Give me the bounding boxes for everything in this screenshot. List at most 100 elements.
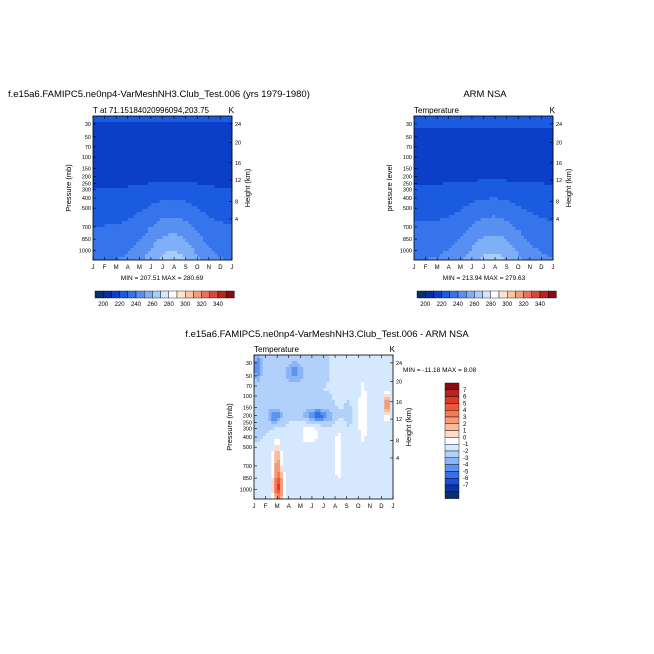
obs-contour-cell	[524, 152, 528, 156]
model-contour-cell	[130, 137, 134, 141]
model-contour-cell	[148, 179, 152, 183]
obs-contour-cell	[483, 230, 487, 234]
obs-contour-cell	[550, 227, 554, 231]
obs-contour-cell	[532, 188, 537, 192]
model-contour-cell	[148, 242, 152, 246]
model-contour-cell	[182, 122, 187, 126]
model-contour-cell	[98, 137, 103, 141]
obs-contour-cell	[483, 128, 487, 132]
obs-contour-cell	[506, 122, 510, 126]
model-contour-cell	[179, 194, 184, 198]
obs-contour-cell	[460, 218, 464, 222]
obs-contour-cell	[541, 134, 545, 138]
obs-contour-cell	[550, 185, 554, 189]
model-contour-cell	[116, 209, 120, 213]
model-contour-cell	[119, 212, 123, 216]
model-contour-cell	[211, 161, 216, 165]
obs-contour-cell	[437, 146, 441, 150]
obs-contour-cell	[483, 185, 487, 189]
model-contour-cell	[176, 254, 181, 258]
obs-contour-cell	[477, 164, 482, 168]
model-contour-cell	[176, 134, 181, 138]
model-contour-cell	[93, 131, 97, 135]
model-contour-cell	[182, 194, 187, 198]
model-contour-cell	[98, 170, 103, 174]
obs-contour-cell	[515, 176, 519, 180]
model-contour-cell	[159, 248, 163, 252]
obs-contour-cell	[469, 164, 473, 168]
obs-contour-cell	[521, 119, 525, 123]
obs-contour-cell	[515, 167, 519, 171]
model-contour-cell	[107, 155, 111, 159]
diff-contour-cell	[259, 391, 264, 395]
model-contour-cell	[95, 236, 100, 240]
obs-contour-cell	[486, 152, 490, 156]
model-contour-cell	[153, 143, 158, 147]
model-contour-cell	[156, 188, 161, 192]
obs-contour-cell	[434, 242, 438, 246]
obs-contour-cell	[526, 188, 531, 192]
model-contour-cell	[153, 254, 158, 258]
model-contour-cell	[162, 233, 166, 237]
model-contour-cell	[145, 125, 149, 129]
obs-contour-cell	[440, 188, 444, 192]
model-contour-cell	[150, 197, 155, 201]
obs-contour-cell	[422, 188, 426, 192]
obs-contour-cell	[515, 227, 519, 231]
obs-contour-cell	[544, 191, 548, 195]
obs-contour-cell	[515, 161, 519, 165]
obs-contour-cell	[448, 206, 453, 210]
model-contour-cell	[205, 116, 210, 120]
obs-contour-cell	[460, 137, 464, 141]
obs-contour-cell	[544, 254, 548, 258]
obs-contour-cell	[486, 131, 490, 135]
model-contour-cell	[211, 209, 216, 213]
model-contour-cell	[119, 149, 123, 153]
obs-contour-cell	[437, 161, 441, 165]
obs-pressure-label: 70	[406, 145, 412, 151]
obs-contour-cell	[419, 149, 424, 153]
obs-contour-cell	[416, 173, 421, 177]
obs-contour-cell	[524, 251, 528, 255]
diff-contour-cell	[254, 475, 258, 479]
obs-contour-cell	[434, 248, 438, 252]
obs-contour-cell	[434, 149, 438, 153]
obs-contour-cell	[515, 128, 519, 132]
obs-contour-cell	[500, 161, 505, 165]
model-contour-cell	[98, 116, 103, 120]
obs-contour-cell	[497, 149, 502, 153]
obs-contour-cell	[500, 227, 505, 231]
obs-contour-cell	[509, 170, 513, 174]
model-contour-cell	[162, 227, 166, 231]
obs-contour-cell	[541, 200, 545, 204]
model-contour-cell	[136, 242, 140, 246]
model-contour-cell	[214, 182, 218, 186]
model-contour-cell	[150, 236, 155, 240]
obs-contour-cell	[425, 233, 429, 237]
obs-contour-cell	[500, 134, 505, 138]
model-contour-cell	[95, 254, 100, 258]
obs-contour-cell	[454, 242, 458, 246]
model-contour-cell	[150, 119, 155, 123]
model-contour-cell	[110, 254, 114, 258]
model-contour-cell	[185, 212, 189, 216]
diff-contour-cell	[262, 439, 266, 443]
obs-contour-cell	[512, 197, 516, 201]
model-contour-cell	[214, 203, 218, 207]
model-contour-cell	[145, 236, 149, 240]
model-contour-cell	[145, 140, 149, 144]
model-contour-cell	[113, 203, 117, 207]
model-contour-cell	[191, 209, 195, 213]
obs-contour-cell	[541, 143, 545, 147]
obs-contour-cell	[448, 131, 453, 135]
obs-contour-cell	[512, 131, 516, 135]
diff-contour-cell	[259, 430, 264, 434]
obs-contour-cell	[471, 233, 476, 237]
obs-contour-cell	[414, 170, 418, 174]
model-contour-cell	[220, 179, 224, 183]
model-contour-cell	[162, 215, 166, 219]
model-contour-cell	[203, 161, 207, 165]
model-contour-cell	[191, 122, 195, 126]
model-contour-cell	[133, 200, 137, 204]
model-contour-cell	[148, 131, 152, 135]
